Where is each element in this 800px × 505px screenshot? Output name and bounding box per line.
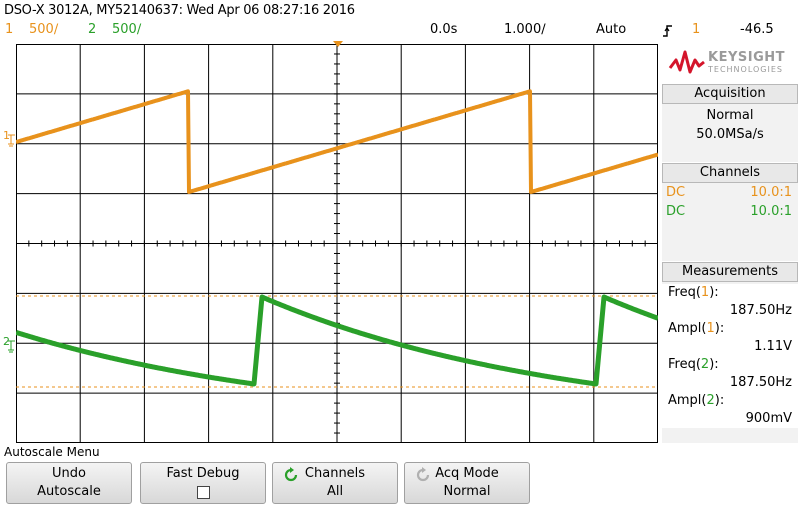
softkey-line1: Channels: [304, 466, 366, 481]
side-panel: KEYSIGHT TECHNOLOGIES Acquisition Normal…: [660, 44, 800, 443]
status-bar: DSO-X 3012A, MY52140637: Wed Apr 06 08:2…: [0, 0, 800, 44]
channel-probe: 10.0:1: [750, 185, 792, 200]
measurement-list: Freq(1): 187.50Hz Ampl(1): 1.11V Freq(2)…: [662, 284, 798, 428]
channel-probe: 10.0:1: [750, 204, 792, 219]
channels-header: Channels: [662, 163, 798, 183]
cycle-icon: [284, 467, 298, 482]
svg-text:1: 1: [3, 129, 10, 142]
softkey-line2: All: [326, 484, 344, 499]
softkey-line1: Fast Debug: [166, 466, 240, 481]
softkey-line2: Autoscale: [37, 484, 101, 499]
waveform-display[interactable]: [14, 43, 660, 444]
measurement-label: Ampl(1):: [668, 321, 725, 336]
channel-coupling: DC: [666, 204, 686, 219]
rising-edge-icon: [663, 25, 672, 37]
channels-button[interactable]: Channels All: [272, 462, 398, 504]
acq-mode-button[interactable]: Acq Mode Normal: [404, 462, 530, 504]
time-offset[interactable]: 0.0s: [430, 22, 458, 37]
softkey-line1: Undo: [52, 466, 86, 481]
measurement-value: 187.50Hz: [729, 303, 792, 318]
undo-autoscale-button[interactable]: Undo Autoscale: [6, 462, 132, 504]
keysight-logo: KEYSIGHT TECHNOLOGIES: [664, 44, 798, 84]
graticule: [14, 43, 660, 444]
measurement-label: Freq(1):: [668, 285, 719, 300]
channel-coupling: DC: [666, 185, 686, 200]
trigger-position-marker[interactable]: [332, 40, 344, 48]
ch2-number[interactable]: 2: [88, 22, 97, 37]
trigger-source[interactable]: 1: [692, 22, 701, 37]
measurement-value: 1.11V: [754, 339, 792, 354]
softkey-line2: Normal: [443, 484, 491, 499]
softkey-line1: Acq Mode: [435, 466, 499, 481]
brand-name: KEYSIGHT: [708, 50, 785, 65]
keysight-wave-icon: [668, 50, 705, 74]
acquisition-rate: 50.0MSa/s: [696, 127, 764, 142]
measurement-value: 187.50Hz: [729, 375, 792, 390]
ch1-trace: [15, 89, 659, 194]
svg-text:2: 2: [3, 335, 10, 348]
trigger-level[interactable]: -46.5: [740, 22, 774, 37]
measurement-label: Ampl(2):: [668, 393, 725, 408]
trigger-mode[interactable]: Auto: [596, 22, 627, 37]
acquisition-mode: Normal: [706, 108, 754, 123]
ch1-ground-marker[interactable]: 1: [2, 126, 16, 148]
instrument-title: DSO-X 3012A, MY52140637: Wed Apr 06 08:2…: [4, 3, 355, 18]
ch2-trace: [14, 294, 660, 387]
cycle-icon: [416, 467, 430, 482]
brand-subtitle: TECHNOLOGIES: [708, 65, 783, 74]
channel-row: DC 10.0:1: [662, 183, 798, 202]
ch2-ground-marker[interactable]: 2: [2, 332, 16, 354]
time-scale[interactable]: 1.000∕: [504, 22, 546, 37]
fast-debug-button[interactable]: Fast Debug: [140, 462, 266, 504]
fast-debug-checkbox[interactable]: [196, 486, 210, 499]
ch2-scale[interactable]: 500∕: [112, 22, 142, 37]
measurement-label: Freq(2):: [668, 357, 719, 372]
measurements-header: Measurements: [662, 262, 798, 282]
acquisition-section[interactable]: Acquisition Normal 50.0MSa/s: [662, 84, 798, 162]
ch1-scale[interactable]: 500∕: [29, 22, 59, 37]
channels-section[interactable]: Channels DC 10.0:1 DC 10.0:1: [662, 163, 798, 261]
acquisition-header: Acquisition: [662, 84, 798, 104]
measurement-value: 900mV: [745, 411, 792, 426]
measurements-section[interactable]: Measurements Freq(1): 187.50Hz Ampl(1): …: [662, 262, 798, 443]
ch1-number[interactable]: 1: [5, 22, 14, 37]
channel-row: DC 10.0:1: [662, 202, 798, 221]
menu-title: Autoscale Menu: [4, 445, 100, 459]
